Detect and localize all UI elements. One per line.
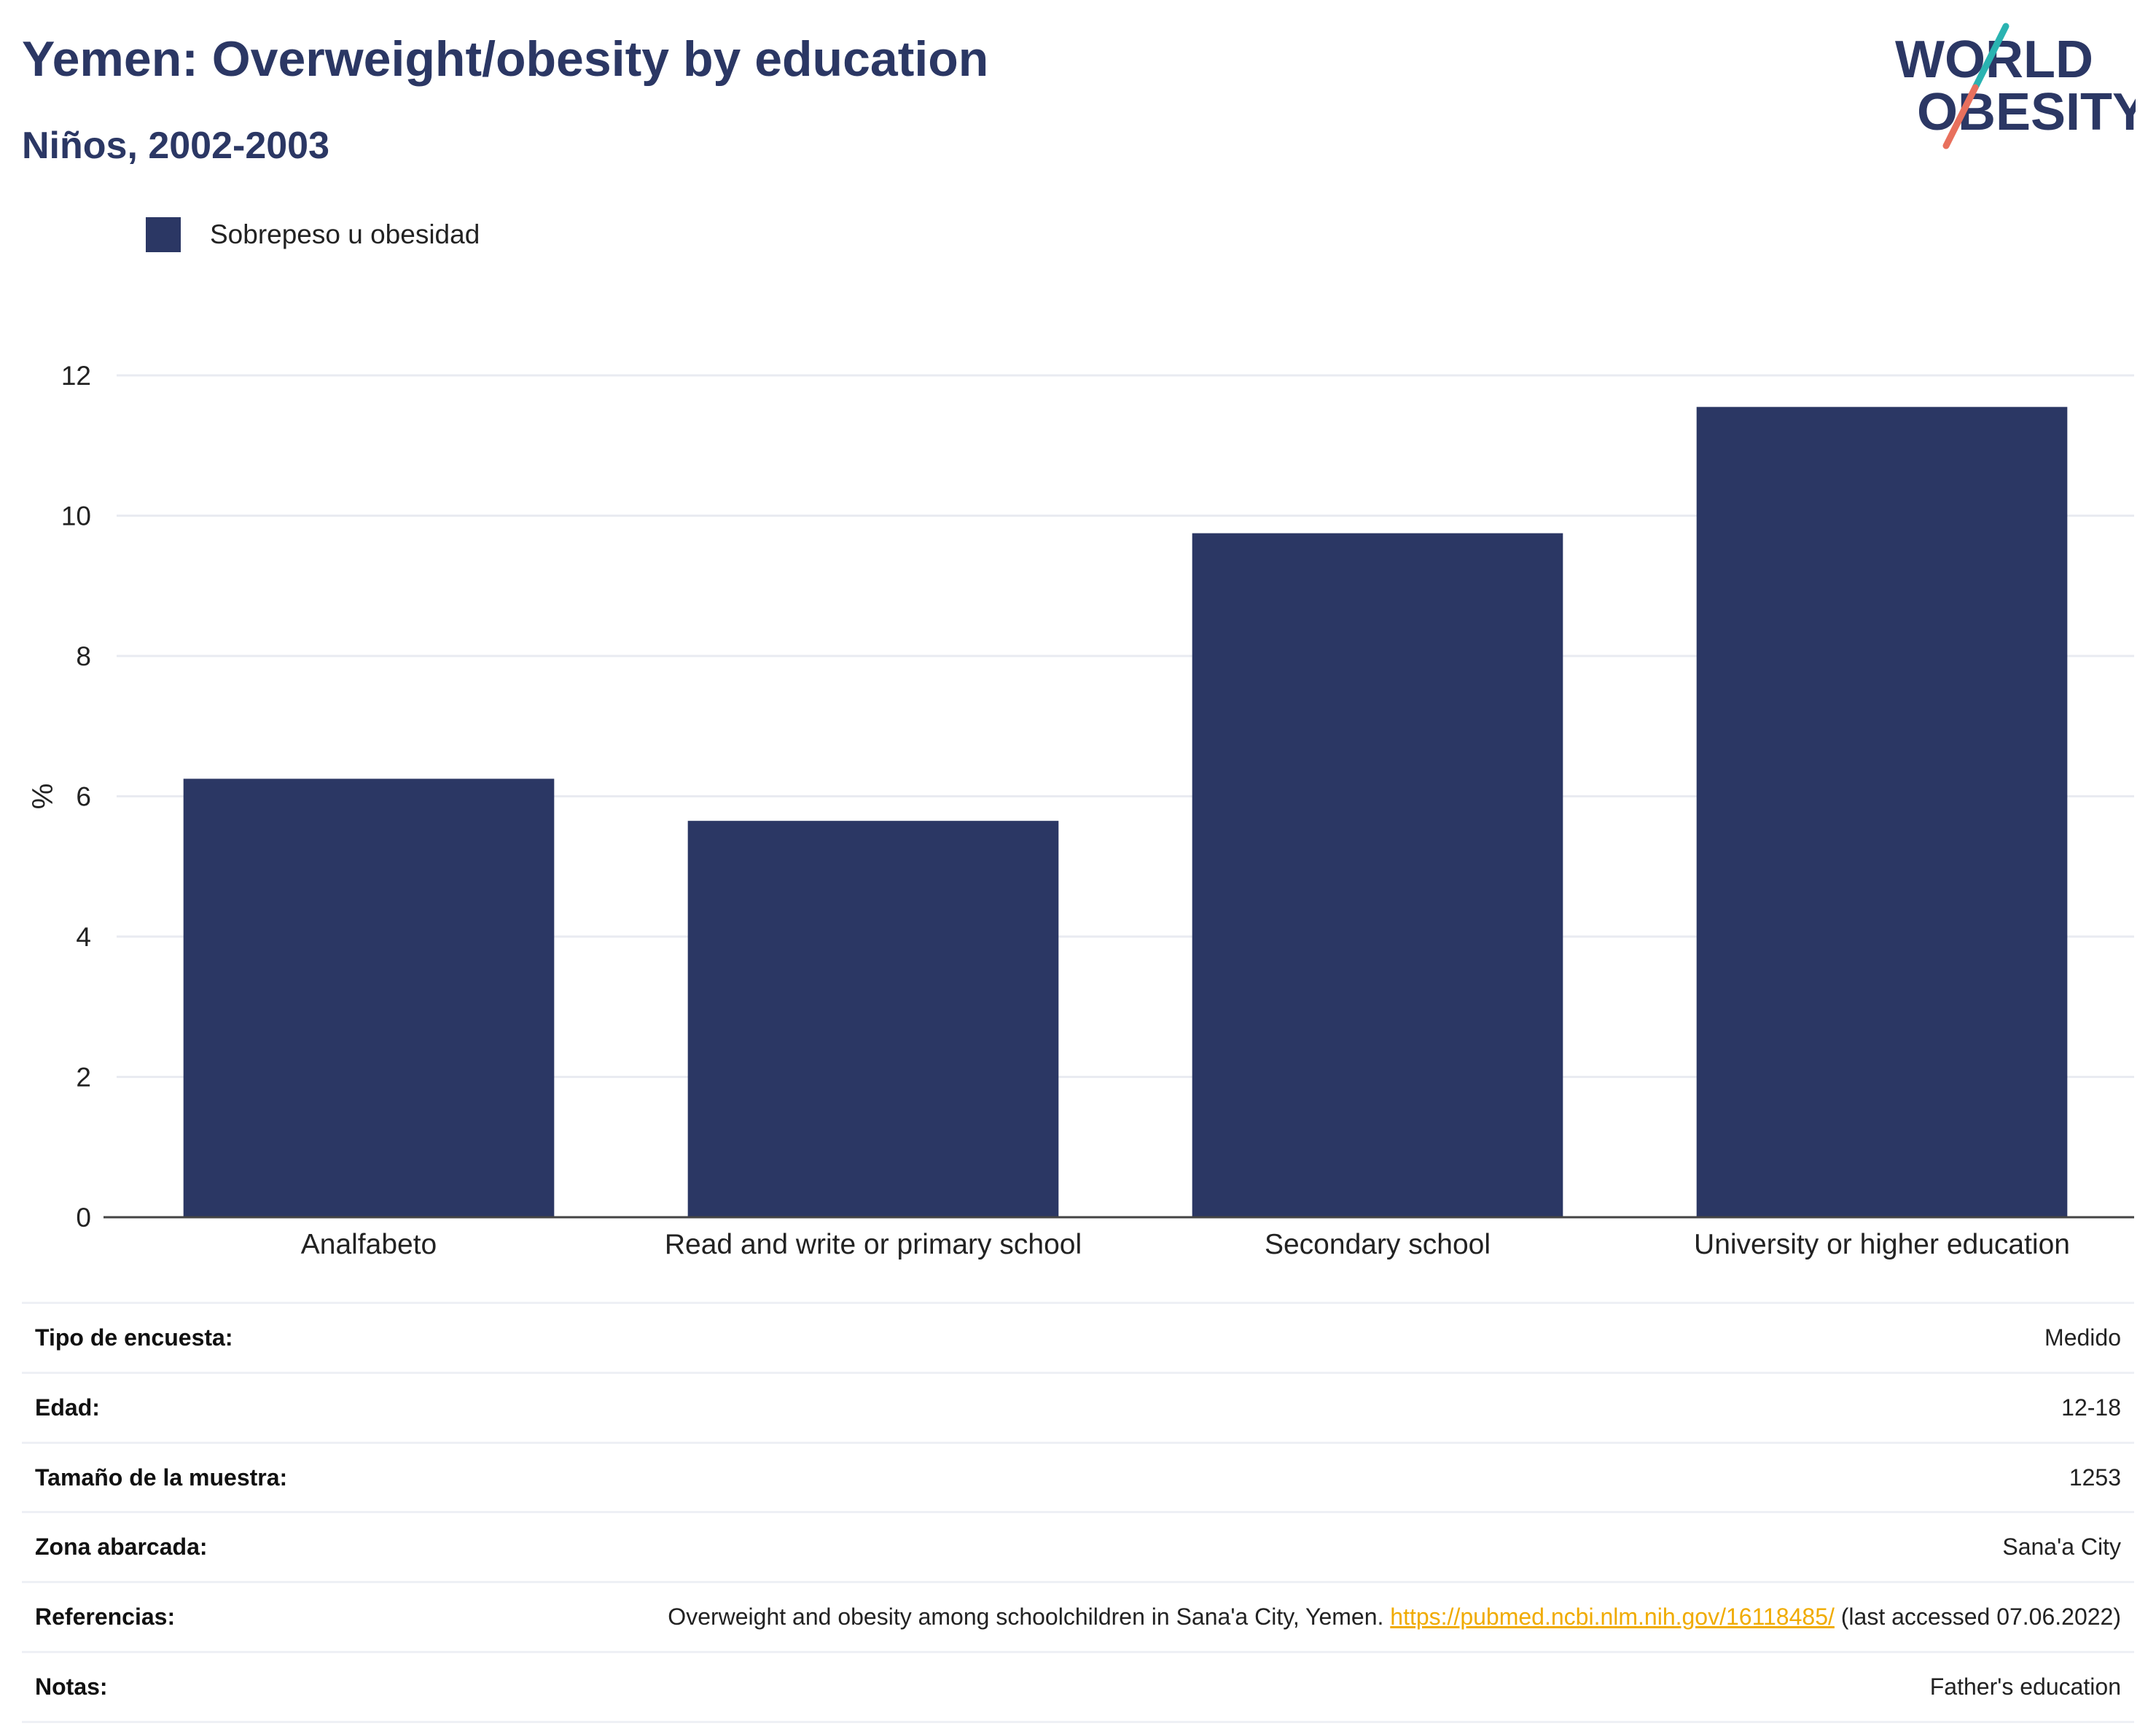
info-label: Zona abarcada: bbox=[22, 1511, 485, 1584]
reference-link[interactable]: https://pubmed.ncbi.nlm.nih.gov/16118485… bbox=[1390, 1604, 1835, 1630]
info-label: Referencias: bbox=[22, 1581, 485, 1653]
info-label: Tipo de encuesta: bbox=[22, 1302, 485, 1374]
info-value: 12-18 bbox=[485, 1371, 2134, 1444]
x-tick-label: Secondary school bbox=[1265, 1229, 1491, 1260]
chart-subtitle: Niños, 2002-2003 bbox=[22, 125, 330, 167]
legend-label: Sobrepeso u obesidad bbox=[210, 219, 480, 249]
info-value: Overweight and obesity among schoolchild… bbox=[485, 1581, 2134, 1653]
reference-text: Overweight and obesity among schoolchild… bbox=[668, 1604, 1384, 1630]
chart-legend: Sobrepeso u obesidad bbox=[146, 217, 480, 252]
info-value: Father's education bbox=[485, 1650, 2134, 1723]
info-label: Tamaño de la muestra: bbox=[22, 1441, 485, 1514]
x-tick-label: Analfabeto bbox=[301, 1229, 437, 1260]
info-row-age: Edad: 12-18 bbox=[22, 1371, 2134, 1444]
info-row-sample-size: Tamaño de la muestra: 1253 bbox=[22, 1441, 2134, 1514]
info-row-references: Referencias: Overweight and obesity amon… bbox=[22, 1581, 2134, 1653]
world-obesity-logo: WORLD OBESITY bbox=[1895, 23, 2136, 149]
reference-suffix: (last accessed 07.06.2022) bbox=[1840, 1604, 2121, 1630]
info-value: 1253 bbox=[485, 1441, 2134, 1514]
x-tick-label: Read and write or primary school bbox=[665, 1229, 1082, 1260]
logo-line1: WORLD bbox=[1895, 31, 2093, 89]
y-tick-label: 2 bbox=[76, 1063, 91, 1093]
info-row-survey-type: Tipo de encuesta: Medido bbox=[22, 1302, 2134, 1374]
bar-chart: 0 2 4 6 8 10 12% Analfabeto Read and write or pr… bbox=[27, 361, 2134, 1260]
info-label: Notas: bbox=[22, 1650, 485, 1723]
chart-title: Yemen: Overweight/obesity by education bbox=[22, 31, 989, 87]
info-label: Edad: bbox=[22, 1371, 485, 1444]
info-row-area: Zona abarcada: Sana'a City bbox=[22, 1511, 2134, 1584]
info-value: Medido bbox=[485, 1302, 2134, 1374]
logo-slash-teal bbox=[1972, 23, 2009, 91]
bar bbox=[183, 778, 555, 1217]
y-tick-label: 10 bbox=[61, 501, 91, 531]
y-tick-label: 6 bbox=[76, 782, 91, 812]
y-tick-label: 12 bbox=[61, 361, 91, 391]
y-tick-label: 8 bbox=[76, 641, 91, 671]
survey-info-table: Tipo de encuesta: Medido Edad: 12-18 Tam… bbox=[22, 1302, 2134, 1723]
info-row-notes: Notas: Father's education bbox=[22, 1650, 2134, 1723]
y-tick-label: 0 bbox=[76, 1203, 91, 1233]
y-axis-label: % bbox=[27, 784, 59, 810]
info-value: Sana'a City bbox=[485, 1511, 2134, 1584]
bar bbox=[687, 821, 1059, 1217]
logo-slash-coral bbox=[1942, 84, 1979, 149]
legend-swatch bbox=[146, 217, 181, 252]
y-tick-label: 4 bbox=[76, 922, 91, 952]
x-tick-label: University or higher education bbox=[1694, 1229, 2070, 1260]
bar bbox=[1192, 533, 1563, 1217]
bar bbox=[1696, 407, 2068, 1217]
